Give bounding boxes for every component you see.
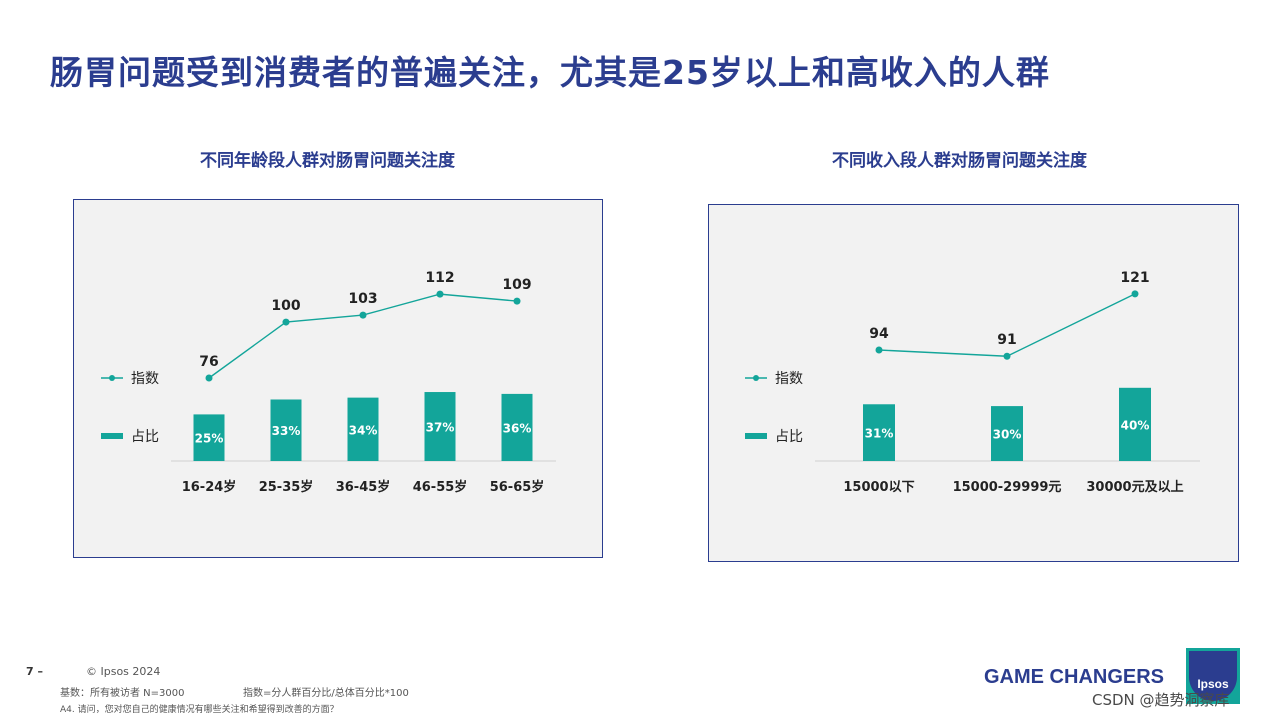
base-note: 基数：所有被访者 N=3000 bbox=[60, 688, 185, 699]
age-bar-label-0: 25% bbox=[195, 432, 224, 446]
age-bar-4 bbox=[501, 393, 533, 461]
age-index-label-0: 76 bbox=[199, 354, 218, 370]
age-bar-label-2: 34% bbox=[349, 423, 378, 437]
legend-share-swatch bbox=[745, 433, 767, 439]
legend-share-label: 占比 bbox=[775, 429, 803, 445]
brand-tagline: GAME CHANGERS bbox=[984, 666, 1165, 688]
age-bar-2 bbox=[347, 397, 379, 461]
copyright: © Ipsos 2024 bbox=[86, 665, 161, 678]
page-number: 7 – bbox=[26, 665, 43, 678]
chart-panel-age: 指数占比 25% 33% 34% 37% 36% 76 100 103 112 109 16-24岁 2… bbox=[73, 199, 603, 558]
income-category-label-0: 15000以下 bbox=[843, 480, 914, 495]
index-note: 指数=分人群百分比/总体百分比*100 bbox=[243, 688, 409, 699]
age-index-point-4 bbox=[513, 297, 521, 305]
age-category-label-4: 56-65岁 bbox=[490, 479, 545, 495]
age-index-point-0 bbox=[205, 374, 213, 382]
income-category-label-1: 15000-29999元 bbox=[953, 480, 1062, 495]
age-category-label-2: 36-45岁 bbox=[336, 479, 391, 495]
age-bar-label-4: 36% bbox=[503, 421, 532, 435]
age-bar-label-3: 37% bbox=[426, 421, 455, 435]
legend-index-label: 指数 bbox=[131, 371, 159, 387]
income-index-label-2: 121 bbox=[1120, 270, 1149, 286]
age-index-label-3: 112 bbox=[425, 270, 454, 286]
income-index-point-0 bbox=[875, 346, 883, 354]
income-bar-label-1: 30% bbox=[993, 428, 1022, 442]
age-bar-3 bbox=[424, 392, 456, 461]
income-bar-1 bbox=[991, 406, 1023, 461]
income-bar-2 bbox=[1119, 387, 1151, 461]
legend-index bbox=[101, 375, 123, 381]
age-category-label-1: 25-35岁 bbox=[259, 479, 314, 495]
watermark: CSDN @趋势洞察库 bbox=[1092, 691, 1230, 709]
legend-share-label: 占比 bbox=[131, 429, 159, 445]
income-index-label-1: 91 bbox=[997, 332, 1016, 348]
legend-index bbox=[745, 375, 767, 381]
chart-panel-income: 指数占比 31% 30% 40% 94 91 121 15000以下 15000-29999元 3… bbox=[708, 204, 1239, 562]
age-bar-label-1: 33% bbox=[272, 424, 301, 438]
slide-title: 肠胃问题受到消费者的普遍关注，尤其是25岁以上和高收入的人群 bbox=[50, 53, 1050, 92]
age-bar-0 bbox=[193, 414, 225, 461]
age-index-point-2 bbox=[359, 311, 367, 319]
age-index-label-1: 100 bbox=[271, 298, 300, 314]
age-index-point-3 bbox=[436, 290, 444, 298]
question-note: A4. 请问，您对您自己的健康情况有哪些关注和希望得到改善的方面？ bbox=[60, 705, 339, 715]
age-index-point-1 bbox=[282, 318, 290, 326]
chart-title-income: 不同收入段人群对肠胃问题关注度 bbox=[832, 151, 1087, 171]
age-bar-1 bbox=[270, 399, 302, 461]
age-index-label-4: 109 bbox=[502, 277, 531, 293]
income-index-point-2 bbox=[1131, 290, 1139, 298]
legend-index-label: 指数 bbox=[775, 371, 803, 387]
logo-text: Ipsos bbox=[1197, 677, 1229, 691]
age-category-label-0: 16-24岁 bbox=[182, 479, 237, 495]
income-category-label-2: 30000元及以上 bbox=[1086, 480, 1183, 495]
income-bar-label-0: 31% bbox=[865, 427, 894, 441]
logo-shape bbox=[1189, 651, 1237, 701]
income-bar-0 bbox=[863, 404, 895, 461]
ipsos-logo-icon: Ipsos bbox=[1186, 648, 1240, 704]
income-bar-label-2: 40% bbox=[1121, 418, 1150, 432]
chart-title-age: 不同年龄段人群对肠胃问题关注度 bbox=[200, 151, 455, 171]
income-index-label-0: 94 bbox=[869, 326, 889, 342]
income-index-point-1 bbox=[1003, 352, 1011, 360]
age-index-label-2: 103 bbox=[348, 291, 377, 307]
age-category-label-3: 46-55岁 bbox=[413, 479, 468, 495]
legend-share-swatch bbox=[101, 433, 123, 439]
